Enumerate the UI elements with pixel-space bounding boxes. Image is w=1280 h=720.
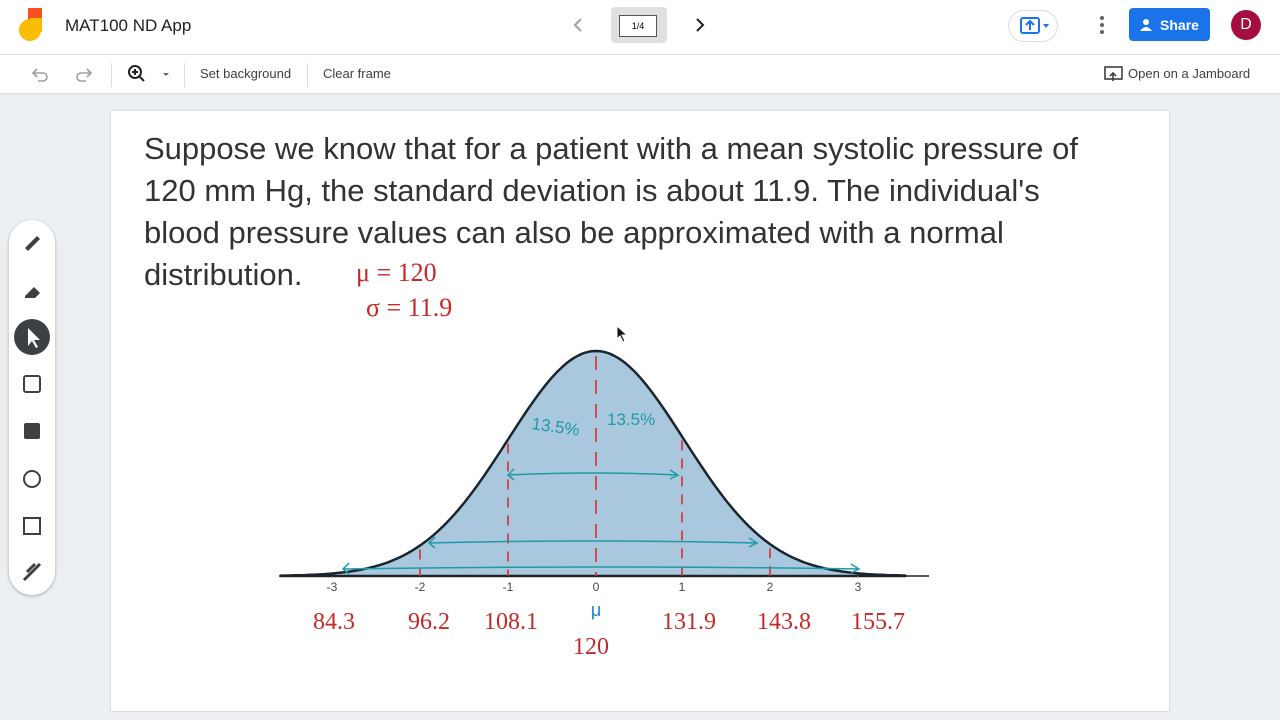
account-avatar[interactable]: D — [1231, 10, 1261, 40]
separator — [307, 63, 308, 87]
open-on-jamboard[interactable]: Open on a Jamboard — [1128, 66, 1251, 81]
top-bar: MAT100 ND App 1/4 Share D — [0, 0, 1280, 55]
two-sigma-arrow — [427, 536, 759, 549]
mouse-cursor — [616, 325, 629, 343]
mean-annotation: μ = 120 — [356, 258, 437, 287]
frame-counter: 1/4 — [619, 15, 657, 37]
sd-annotation: σ = 11.9 — [366, 293, 452, 322]
axis-label: -3 — [327, 580, 338, 594]
select-icon — [28, 328, 40, 348]
axis-label: -2 — [415, 580, 426, 594]
next-frame[interactable] — [690, 15, 710, 35]
share-icon — [1140, 18, 1153, 31]
curve-area — [279, 349, 907, 578]
tool-palette — [9, 220, 55, 595]
zoom[interactable] — [127, 64, 171, 84]
document-title[interactable]: MAT100 ND App — [65, 16, 192, 35]
separator — [111, 63, 112, 87]
present-button[interactable] — [1008, 10, 1058, 42]
set-background[interactable]: Set background — [200, 66, 292, 81]
prompt-line: distribution. — [144, 257, 303, 292]
right-percent: 13.5% — [607, 410, 655, 429]
value-label: 96.2 — [408, 609, 450, 635]
value-label: 155.7 — [851, 609, 905, 635]
undo[interactable] — [30, 65, 50, 83]
frame-selector[interactable]: 1/4 — [611, 7, 667, 43]
toolbar: Set background Clear frame Open on a Jam… — [0, 55, 1280, 94]
separator — [184, 63, 185, 87]
normal-curve-drawing: μ = 120 σ = 11.9 -3 84.3 -2 96.2 -1 108.1 0 120… — [279, 258, 929, 660]
open-jamboard-icon — [1104, 66, 1123, 81]
more-menu[interactable] — [1094, 14, 1110, 36]
text-box-tool[interactable] — [23, 517, 41, 535]
share-button[interactable]: Share — [1129, 8, 1210, 41]
axis-label: 0 — [593, 580, 600, 594]
value-label: 84.3 — [313, 609, 355, 635]
axis-label: 1 — [679, 580, 686, 594]
redo[interactable] — [74, 65, 94, 83]
laser-tool[interactable] — [22, 562, 42, 582]
prev-frame[interactable] — [568, 15, 588, 35]
mu-label: μ — [591, 600, 601, 620]
sticky-note-tool[interactable] — [23, 375, 41, 393]
pen-tool[interactable] — [25, 236, 40, 251]
eraser-tool[interactable] — [25, 287, 40, 298]
value-label: 143.8 — [757, 609, 811, 635]
prompt-line: 120 mm Hg, the standard deviation is abo… — [144, 173, 1040, 208]
prompt-line: Suppose we know that for a patient with … — [144, 131, 1078, 166]
present-icon — [1020, 17, 1049, 34]
axis-label: 2 — [767, 580, 774, 594]
value-label: 120 — [573, 634, 609, 660]
one-sigma-arrow — [506, 468, 680, 481]
share-label: Share — [1160, 16, 1199, 33]
three-sigma-arrow — [341, 562, 861, 575]
image-tool[interactable] — [24, 423, 40, 439]
tool-icons — [14, 236, 50, 582]
value-label: 131.9 — [662, 609, 716, 635]
value-label: 108.1 — [484, 609, 538, 635]
axis-label: -1 — [503, 580, 514, 594]
shape-tool[interactable] — [23, 470, 41, 488]
jam-frame: Suppose we know that for a patient with … — [110, 110, 1170, 712]
app-logo — [19, 8, 42, 41]
axis-label: 3 — [855, 580, 862, 594]
clear-frame[interactable]: Clear frame — [323, 66, 391, 81]
prompt-line: blood pressure values can also be approx… — [144, 215, 1004, 250]
